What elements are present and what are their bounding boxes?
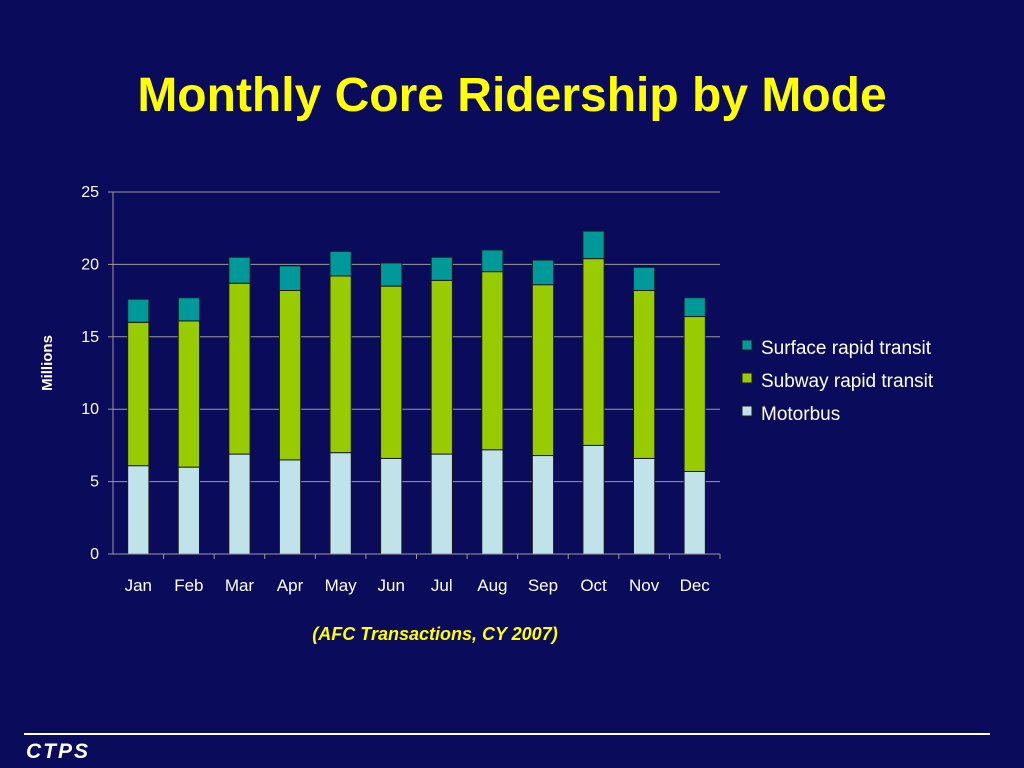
x-tick-label: Dec (680, 576, 711, 595)
bar-segment-surface-rapid-transit-sep (531, 259, 555, 286)
bar-segment-motorbus-jan (127, 465, 150, 555)
bars (127, 230, 706, 555)
x-tick-label: Oct (580, 576, 607, 595)
y-tick-label: 25 (81, 184, 99, 201)
x-tick-label: Jan (125, 576, 152, 595)
bar-segment-motorbus-sep (531, 455, 555, 555)
legend-label: Subway rapid transit (761, 371, 934, 392)
legend-label: Motorbus (761, 404, 840, 425)
bar-segment-subway-rapid-transit-nov (633, 289, 656, 459)
bar-segment-surface-rapid-transit-jul (430, 256, 453, 281)
slide-title: Monthly Core Ridership by Mode (137, 69, 887, 122)
bar-segment-subway-rapid-transit-jan (127, 321, 150, 467)
x-tick-label: Aug (477, 576, 507, 595)
legend-swatch (741, 339, 753, 351)
bar-segment-motorbus-may (329, 452, 352, 555)
bar-segment-surface-rapid-transit-feb (177, 297, 200, 322)
bar-segment-subway-rapid-transit-aug (481, 271, 504, 451)
legend-label: Surface rapid transit (761, 338, 932, 359)
bar-segment-subway-rapid-transit-sep (531, 284, 555, 457)
y-tick-label: 10 (81, 401, 99, 418)
bar-segment-subway-rapid-transit-jun (380, 285, 403, 459)
x-tick-label: Sep (528, 576, 558, 595)
bar-segment-subway-rapid-transit-feb (177, 320, 200, 468)
bar-segment-subway-rapid-transit-mar (228, 282, 251, 455)
bar-segment-motorbus-dec (683, 470, 706, 555)
axes: 0 5 10 15 20 25 Jan Feb Mar Apr May Jun Jul Aug Sep Oct… (81, 184, 721, 595)
footer-divider (24, 733, 990, 735)
bar-segment-motorbus-oct (582, 444, 605, 555)
bar-segment-surface-rapid-transit-jun (380, 262, 403, 287)
bar-segment-motorbus-apr (278, 459, 302, 555)
legend-swatch (741, 405, 753, 417)
gridlines (113, 191, 720, 483)
bar-segment-surface-rapid-transit-nov (633, 266, 656, 291)
bar-segment-motorbus-mar (228, 453, 251, 555)
legend-swatch (741, 372, 753, 384)
bar-segment-subway-rapid-transit-oct (582, 258, 605, 446)
bar-segment-surface-rapid-transit-apr (278, 265, 302, 291)
legend: Surface rapid transit Subway rapid transi… (741, 338, 934, 425)
bar-segment-surface-rapid-transit-jan (127, 298, 150, 323)
bar-segment-surface-rapid-transit-may (329, 250, 352, 277)
bar-segment-motorbus-jul (430, 453, 453, 555)
x-tick-label: Mar (225, 576, 255, 595)
bar-segment-surface-rapid-transit-oct (582, 230, 605, 260)
bar-segment-subway-rapid-transit-apr (278, 289, 302, 461)
x-tick-label: Jun (377, 576, 404, 595)
y-axis-label: Millions (39, 335, 56, 391)
y-tick-label: 20 (81, 256, 99, 273)
bar-segment-subway-rapid-transit-jul (430, 279, 453, 455)
bar-segment-motorbus-aug (481, 449, 504, 555)
bar-segment-surface-rapid-transit-mar (228, 256, 251, 284)
x-tick-label: Nov (629, 576, 660, 595)
chart-subtitle: (AFC Transactions, CY 2007) (312, 624, 558, 644)
x-tick-label: Jul (431, 576, 453, 595)
x-tick-label: Feb (174, 576, 203, 595)
x-tick-label: May (325, 576, 358, 595)
x-tick-label: Apr (277, 576, 304, 595)
ctps-logo: CTPS (26, 740, 91, 763)
bar-segment-subway-rapid-transit-may (329, 275, 352, 454)
y-tick-label: 0 (90, 546, 99, 563)
bar-segment-surface-rapid-transit-aug (481, 249, 504, 273)
bar-segment-motorbus-feb (177, 466, 200, 555)
bar-segment-motorbus-nov (633, 457, 656, 555)
bar-segment-motorbus-jun (380, 457, 403, 555)
bar-segment-surface-rapid-transit-dec (683, 297, 706, 318)
y-tick-label: 15 (81, 329, 99, 346)
bar-segment-subway-rapid-transit-dec (683, 316, 706, 472)
y-tick-label: 5 (90, 474, 99, 491)
